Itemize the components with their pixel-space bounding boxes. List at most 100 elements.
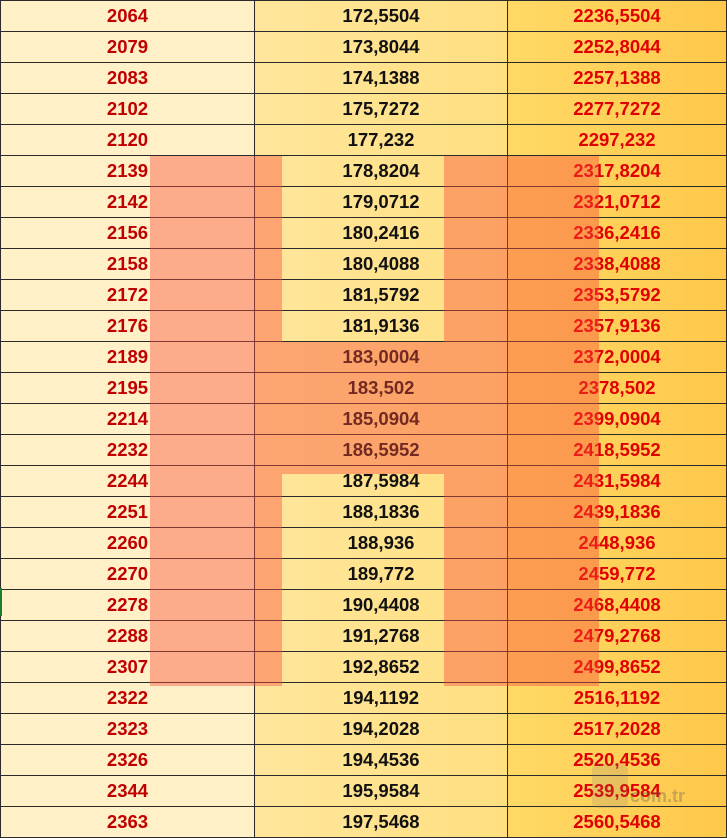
table-row: 2064 172,5504 2236,5504: [0, 0, 727, 32]
cell-total[interactable]: 2459,772: [507, 558, 727, 590]
cell-increase[interactable]: 181,5792: [254, 279, 508, 311]
cell-code[interactable]: 2172: [0, 279, 255, 311]
cell-total[interactable]: 2448,936: [507, 527, 727, 559]
cell-increase[interactable]: 173,8044: [254, 31, 508, 63]
cell-code[interactable]: 2120: [0, 124, 255, 156]
cell-increase[interactable]: 194,4536: [254, 744, 508, 776]
cell-increase[interactable]: 197,5468: [254, 806, 508, 838]
cell-code[interactable]: 2214: [0, 403, 255, 435]
cell-increase[interactable]: 195,9584: [254, 775, 508, 807]
cell-total[interactable]: 2418,5952: [507, 434, 727, 466]
cell-increase[interactable]: 189,772: [254, 558, 508, 590]
cell-code[interactable]: 2326: [0, 744, 255, 776]
cell-code[interactable]: 2102: [0, 93, 255, 125]
cell-code[interactable]: 2363: [0, 806, 255, 838]
cell-code[interactable]: 2195: [0, 372, 255, 404]
cell-total[interactable]: 2431,5984: [507, 465, 727, 497]
cell-increase[interactable]: 188,936: [254, 527, 508, 559]
cell-code[interactable]: 2260: [0, 527, 255, 559]
cell-code[interactable]: 2322: [0, 682, 255, 714]
table-row: 2288 191,2768 2479,2768: [0, 620, 727, 652]
cell-code[interactable]: 2244: [0, 465, 255, 497]
table-row: 2260 188,936 2448,936: [0, 527, 727, 559]
cell-total[interactable]: 2321,0712: [507, 186, 727, 218]
cell-total[interactable]: 2539,9584: [507, 775, 727, 807]
cell-total[interactable]: 2372,0004: [507, 341, 727, 373]
cell-increase[interactable]: 192,8652: [254, 651, 508, 683]
table-row: 2083 174,1388 2257,1388: [0, 62, 727, 94]
cell-increase[interactable]: 185,0904: [254, 403, 508, 435]
table-row: 2363 197,5468 2560,5468: [0, 806, 727, 838]
cell-code[interactable]: 2083: [0, 62, 255, 94]
cell-total[interactable]: 2338,4088: [507, 248, 727, 280]
cell-increase[interactable]: 180,4088: [254, 248, 508, 280]
cell-code[interactable]: 2176: [0, 310, 255, 342]
cell-total[interactable]: 2378,502: [507, 372, 727, 404]
cell-increase[interactable]: 174,1388: [254, 62, 508, 94]
cell-total[interactable]: 2479,2768: [507, 620, 727, 652]
cell-code[interactable]: 2139: [0, 155, 255, 187]
cell-total[interactable]: 2439,1836: [507, 496, 727, 528]
cell-increase[interactable]: 180,2416: [254, 217, 508, 249]
cell-code[interactable]: 2251: [0, 496, 255, 528]
cell-total[interactable]: 2357,9136: [507, 310, 727, 342]
cell-total[interactable]: 2516,1192: [507, 682, 727, 714]
table-row: 2158 180,4088 2338,4088: [0, 248, 727, 280]
cell-total[interactable]: 2560,5468: [507, 806, 727, 838]
cell-increase[interactable]: 175,7272: [254, 93, 508, 125]
cell-code[interactable]: 2064: [0, 0, 255, 32]
table-row: 2120 177,232 2297,232: [0, 124, 727, 156]
cell-code[interactable]: 2079: [0, 31, 255, 63]
cell-code[interactable]: 2142: [0, 186, 255, 218]
cell-code[interactable]: 2156: [0, 217, 255, 249]
cell-code[interactable]: 2307: [0, 651, 255, 683]
cell-code[interactable]: 2323: [0, 713, 255, 745]
table-row: 2278 190,4408 2468,4408: [0, 589, 727, 621]
cell-increase[interactable]: 177,232: [254, 124, 508, 156]
cell-increase[interactable]: 191,2768: [254, 620, 508, 652]
cell-total[interactable]: 2336,2416: [507, 217, 727, 249]
cell-increase[interactable]: 187,5984: [254, 465, 508, 497]
cell-code[interactable]: 2288: [0, 620, 255, 652]
cell-total[interactable]: 2297,232: [507, 124, 727, 156]
cell-total[interactable]: 2277,7272: [507, 93, 727, 125]
cell-code[interactable]: 2189: [0, 341, 255, 373]
cell-total[interactable]: 2252,8044: [507, 31, 727, 63]
table-row: 2102 175,7272 2277,7272: [0, 93, 727, 125]
cell-increase[interactable]: 183,0004: [254, 341, 508, 373]
cell-total[interactable]: 2468,4408: [507, 589, 727, 621]
cell-increase[interactable]: 172,5504: [254, 0, 508, 32]
cell-increase[interactable]: 190,4408: [254, 589, 508, 621]
table-row: 2139 178,8204 2317,8204: [0, 155, 727, 187]
cell-code[interactable]: 2278: [0, 589, 255, 621]
cell-total[interactable]: 2517,2028: [507, 713, 727, 745]
table-row: 2189 183,0004 2372,0004: [0, 341, 727, 373]
cell-total[interactable]: 2317,8204: [507, 155, 727, 187]
table-row: 2214 185,0904 2399,0904: [0, 403, 727, 435]
table-row: 2244 187,5984 2431,5984: [0, 465, 727, 497]
table-row: 2232 186,5952 2418,5952: [0, 434, 727, 466]
cell-code[interactable]: 2344: [0, 775, 255, 807]
cell-total[interactable]: 2520,4536: [507, 744, 727, 776]
cell-increase[interactable]: 188,1836: [254, 496, 508, 528]
cell-increase[interactable]: 183,502: [254, 372, 508, 404]
table-row: 2251 188,1836 2439,1836: [0, 496, 727, 528]
cell-code[interactable]: 2270: [0, 558, 255, 590]
cell-increase[interactable]: 194,2028: [254, 713, 508, 745]
cell-increase[interactable]: 194,1192: [254, 682, 508, 714]
cell-total[interactable]: 2236,5504: [507, 0, 727, 32]
cell-total[interactable]: 2353,5792: [507, 279, 727, 311]
cell-increase[interactable]: 181,9136: [254, 310, 508, 342]
cell-code[interactable]: 2158: [0, 248, 255, 280]
cell-increase[interactable]: 178,8204: [254, 155, 508, 187]
table-row: 2326 194,4536 2520,4536: [0, 744, 727, 776]
cell-increase[interactable]: 186,5952: [254, 434, 508, 466]
cell-total[interactable]: 2257,1388: [507, 62, 727, 94]
cell-increase[interactable]: 179,0712: [254, 186, 508, 218]
table-row: 2156 180,2416 2336,2416: [0, 217, 727, 249]
cell-total[interactable]: 2399,0904: [507, 403, 727, 435]
cell-code[interactable]: 2232: [0, 434, 255, 466]
cell-total[interactable]: 2499,8652: [507, 651, 727, 683]
